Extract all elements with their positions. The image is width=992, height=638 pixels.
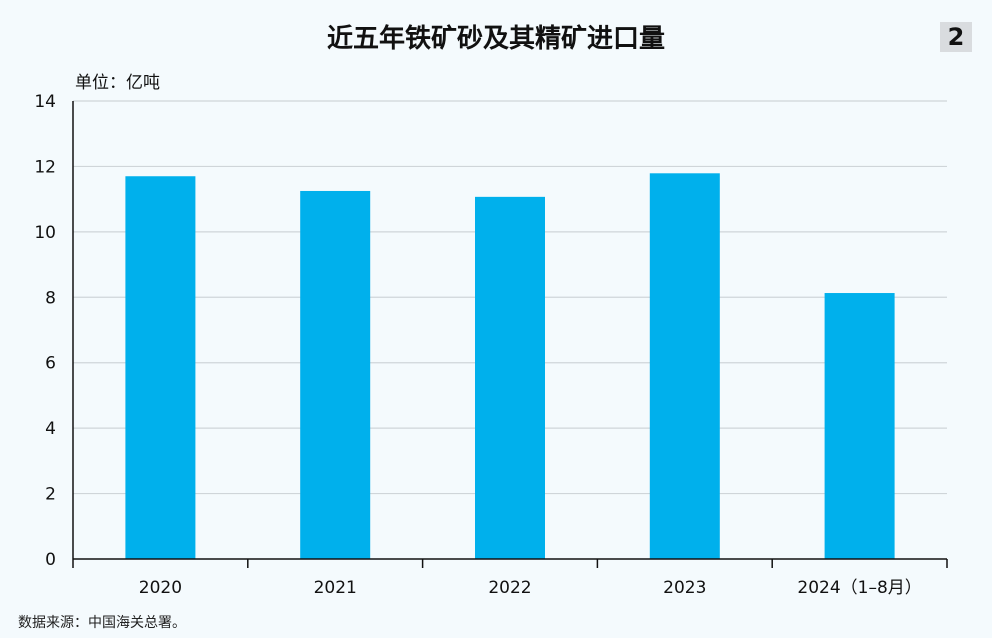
y-tick-label: 0 [45,550,56,570]
bar-2020 [125,176,196,559]
y-tick-label: 2 [45,485,56,505]
bar-2023 [649,173,720,559]
y-tick-label: 4 [45,419,56,439]
y-tick-label: 10 [34,223,56,243]
bar-2024 [824,293,895,559]
y-tick-label: 12 [34,157,56,177]
bar-2022 [475,196,545,560]
x-tick-label: 2023 [663,578,706,598]
y-tick-label: 8 [45,288,56,308]
x-tick-label: 2021 [314,578,357,598]
x-tick-label: 2022 [488,578,531,598]
figure-number-badge: 2 [940,22,972,52]
data-source-note: 数据来源：中国海关总署。 [18,615,186,631]
chart-title: 近五年铁矿砂及其精矿进口量 [326,24,665,54]
x-tick-label: 2020 [139,578,182,598]
x-tick-label: 2024（1–8月） [797,578,921,598]
y-tick-label: 14 [34,92,56,112]
bar-2021 [300,190,371,559]
y-tick-label: 6 [45,354,56,374]
unit-label: 单位：亿吨 [75,73,160,93]
